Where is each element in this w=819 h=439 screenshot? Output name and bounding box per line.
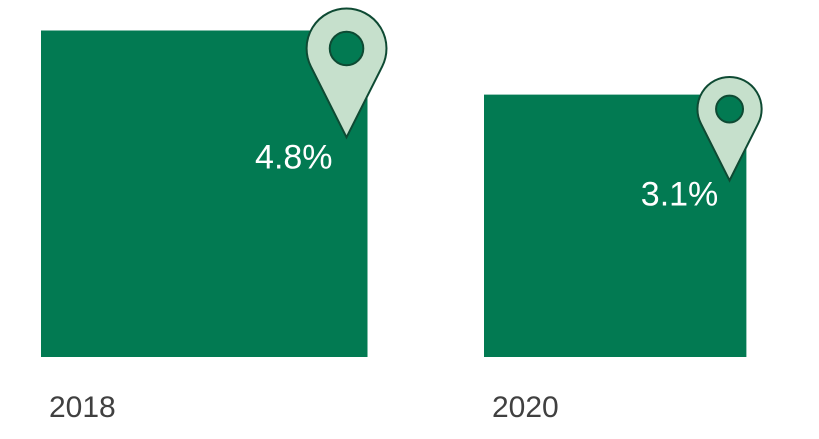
map-pin-dot	[328, 30, 365, 67]
pins-layer	[305, 7, 763, 183]
category-label-2018: 2018	[49, 391, 116, 424]
labels-layer: 4.8% 2018 3.1% 2020	[49, 138, 718, 424]
map-pin-icon	[696, 75, 763, 183]
bar-2020	[484, 94, 747, 357]
map-pin-body	[305, 7, 388, 140]
map-pin-body	[696, 75, 763, 183]
value-label-2020: 3.1%	[641, 175, 719, 213]
bar-2018	[41, 30, 368, 357]
map-pin-icon	[305, 7, 388, 140]
value-label-2018: 4.8%	[255, 138, 333, 176]
bars-layer	[41, 30, 747, 357]
category-label-2020: 2020	[492, 391, 559, 424]
map-pin-dot	[715, 94, 745, 124]
